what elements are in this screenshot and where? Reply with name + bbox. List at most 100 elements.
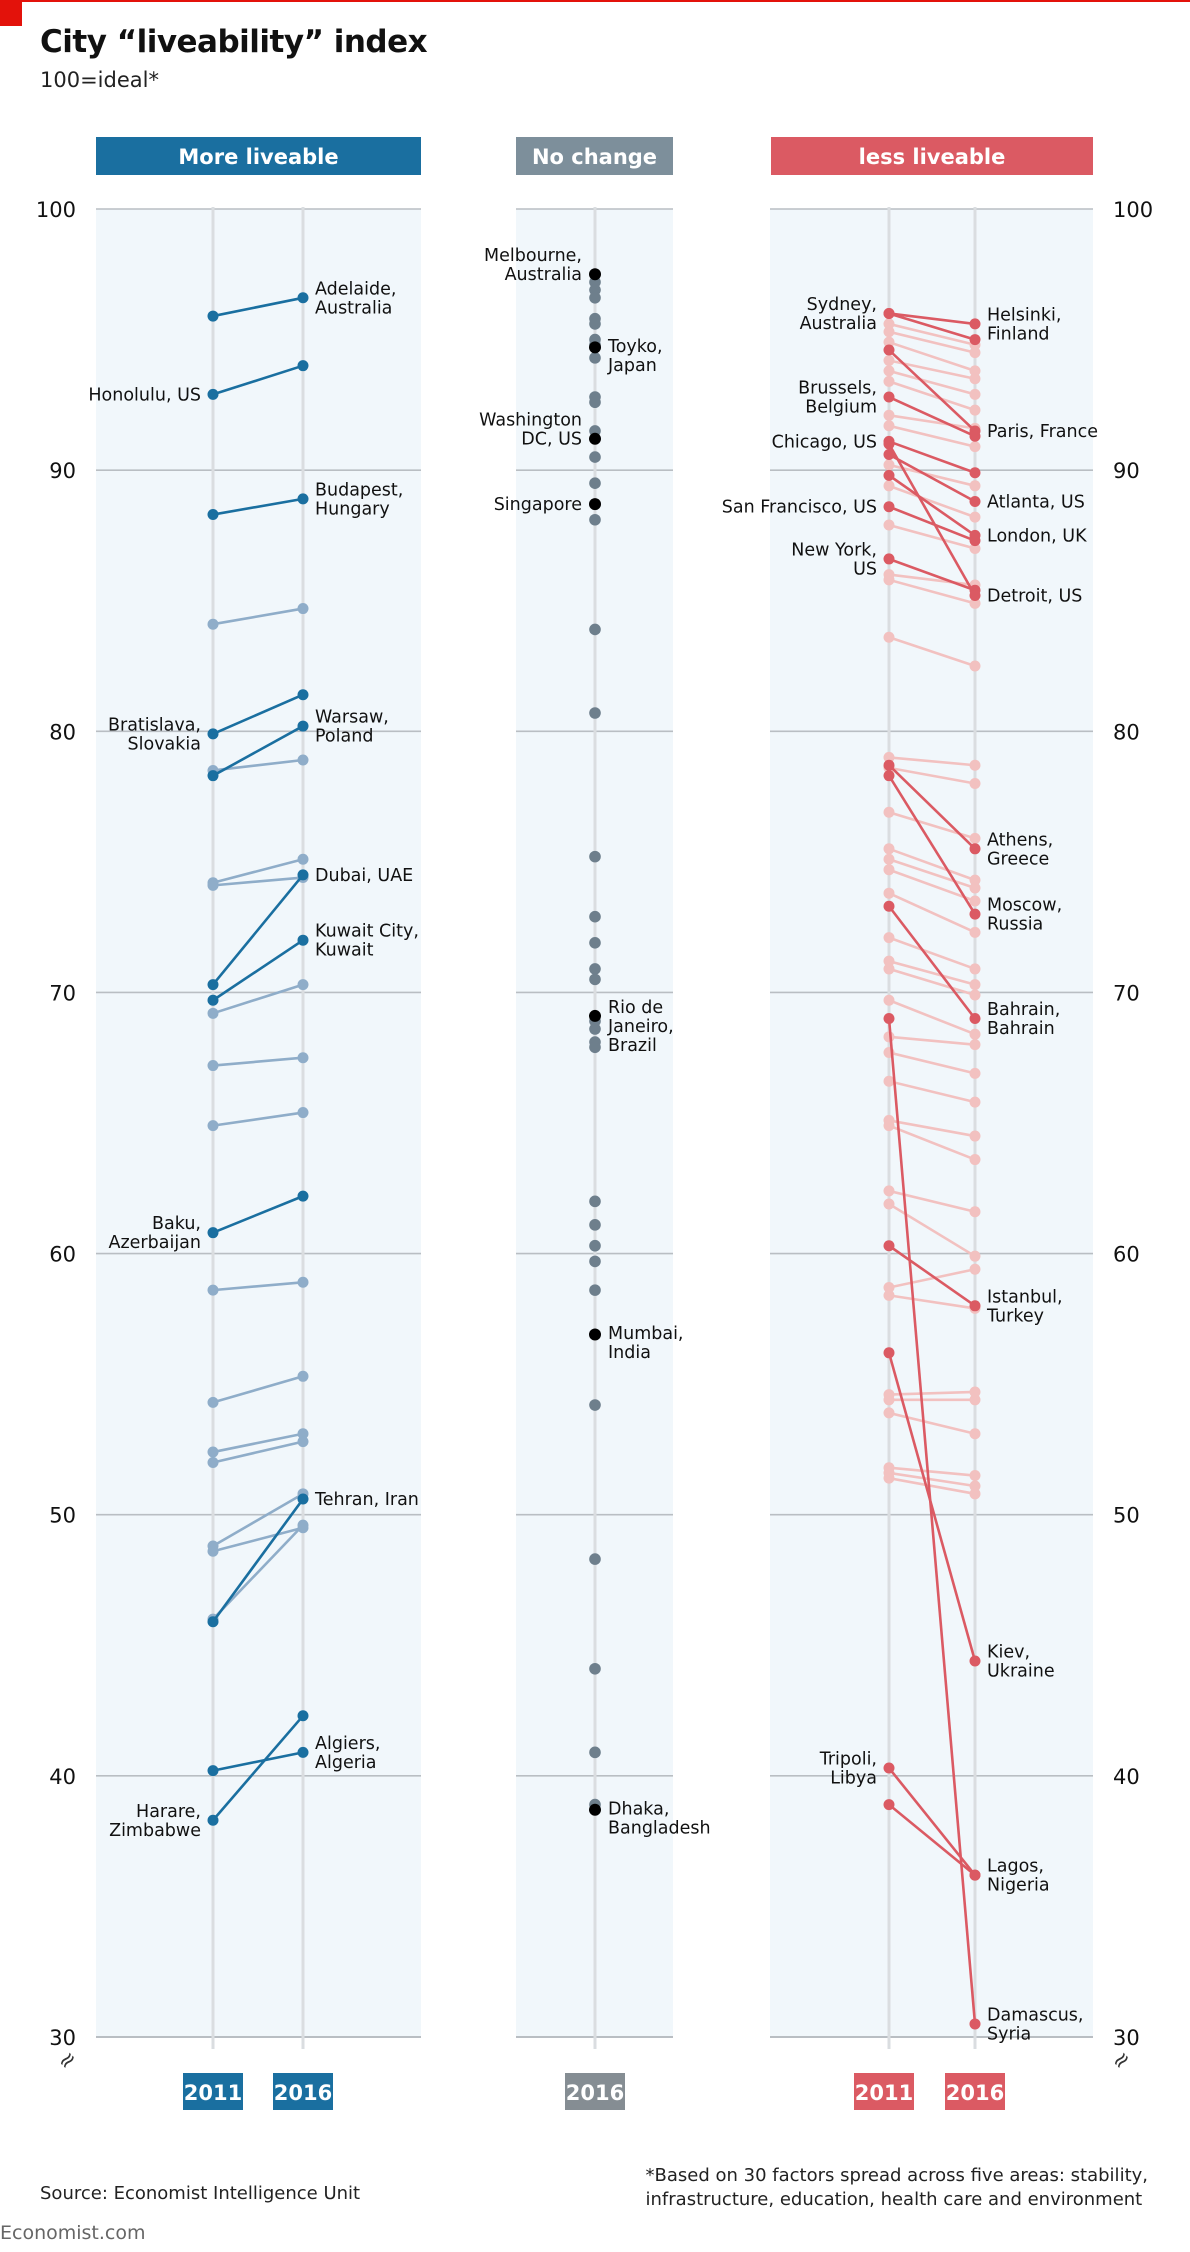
panel3-series-31-line [888, 578, 976, 605]
ytick-right-100: 100 [1113, 198, 1153, 222]
panel3-series-31-point-2016 [969, 597, 981, 609]
panel-header-label-2: No change [532, 145, 657, 169]
panel3-label-18-line-2: Syria [987, 2024, 1031, 2044]
panel3-series-39-point-2016 [969, 926, 981, 938]
panel3-series-20-point-2011 [883, 326, 895, 338]
panel1-series-15-line [212, 1194, 304, 1234]
panel3-series-45-point-2016 [969, 1067, 981, 1079]
panel3-series-14-point-2016 [969, 1300, 981, 1312]
panel3-label-13-line-2: Bahrain [987, 1019, 1055, 1039]
panel3-label-17-line-2: Nigeria [987, 1876, 1050, 1896]
year-2016-less-label: 2016 [946, 2081, 1004, 2105]
panel3-series-8-point-2011 [883, 501, 895, 513]
panel3-series-37-point-2011 [883, 853, 895, 865]
panel3-series-40-point-2016 [969, 963, 981, 975]
panel1-series-15-point-2011 [207, 1227, 219, 1239]
panel1-label-15-line-2: Azerbaijan [109, 1233, 202, 1253]
panel3-series-30-line [888, 573, 976, 587]
nochange-label-7-line-1: Dhaka, [608, 1799, 669, 1819]
panel1-series-10-point-2016 [297, 869, 309, 881]
panel3-series-29-point-2011 [883, 519, 895, 531]
nochange-point-17 [589, 850, 601, 863]
nochange-point-19 [589, 937, 601, 949]
panel1-series-23-line [211, 1498, 305, 1623]
panel1-series-18-point-2011 [207, 1446, 219, 1458]
panel3-series-34-line [888, 766, 976, 785]
panel3-series-3-line [888, 349, 976, 432]
nochange-point-25 [589, 1041, 601, 1054]
nochange-label-1-line-2: Australia [505, 265, 582, 285]
panel3-series-13-line [887, 905, 977, 1020]
ytick-right-60: 60 [1113, 1243, 1140, 1267]
panel3-series-40-point-2011 [883, 932, 895, 944]
panel1-series-6-line [212, 724, 304, 777]
panel3-label-11-line-2: Greece [987, 849, 1049, 869]
panel1-series-19-point-2016 [297, 1436, 309, 1448]
panel1-label-1-line-1: Adelaide, [315, 279, 396, 299]
nochange-point-21 [589, 973, 601, 986]
panel1-series-23-point-2011 [207, 1616, 219, 1628]
panel3-series-23-point-2011 [883, 365, 895, 377]
panel1-series-16-point-2011 [207, 1284, 219, 1296]
panel3-label-11-line-1: Athens, [987, 830, 1053, 850]
panel3-series-43-line [888, 999, 976, 1036]
panel3-series-14-line [888, 1244, 976, 1307]
panel1-series-3-point-2011 [207, 509, 219, 521]
panel3-label-17-line-1: Lagos, [987, 1857, 1044, 1877]
panel3-series-54-point-2011 [883, 1394, 895, 1406]
panel3-series-24-line [888, 380, 976, 412]
panel3-series-46-point-2016 [969, 1096, 981, 1108]
panel3-series-13-point-2016 [969, 1013, 981, 1025]
panel3-series-8-point-2016 [969, 535, 981, 547]
nochange-label-3-line-2: DC, US [521, 429, 582, 449]
panel3-series-35-point-2016 [969, 832, 981, 844]
panel1-series-4-line [212, 607, 304, 626]
panel3-series-37-line [888, 858, 976, 890]
panel3-series-7-line [888, 474, 976, 537]
ytick-left-80: 80 [49, 720, 76, 744]
panel3-series-32-line [888, 636, 976, 668]
panel3-series-15-point-2016 [969, 1655, 981, 1667]
nochange-label-2-line-2: Japan [607, 356, 657, 376]
nochange-point-18 [589, 910, 601, 923]
panel1-series-3-line [212, 497, 304, 516]
panel3-series-31-point-2011 [883, 574, 895, 586]
nochange-point-33 [589, 1662, 601, 1675]
nochange-point-32 [589, 1553, 601, 1565]
nochange-point-30 [589, 1284, 601, 1296]
panel3-series-47-point-2016 [969, 1130, 981, 1142]
panel-header-1 [96, 137, 421, 175]
panel3-series-38-line [888, 868, 976, 903]
panel3-series-47-line [888, 1119, 976, 1138]
panel3-label-13-line-1: Bahrain, [987, 1000, 1060, 1020]
panel3-series-44-line [888, 1035, 976, 1046]
panel3-series-1-line [888, 312, 976, 326]
panel3-label-4-line-2: Belgium [805, 398, 877, 418]
panel3-series-36-point-2011 [883, 843, 895, 855]
panel1-series-19-line [212, 1440, 304, 1464]
panel3-series-17-point-2016 [969, 1869, 981, 1881]
panel1-series-16-line [212, 1281, 304, 1292]
panel1-series-24-point-2011 [207, 1765, 219, 1777]
ytick-left-70: 70 [49, 981, 76, 1005]
panel1-series-12-line [212, 983, 304, 1015]
panel1-label-3-line-2: Hungary [315, 499, 390, 519]
panel3-label-9-line-1: New York, [791, 540, 877, 560]
panel3-series-26-line [888, 424, 976, 448]
panel3-label-4-line-1: Brussels, [798, 379, 877, 399]
year-2016-more-box [273, 2073, 333, 2110]
panel3-series-37-point-2016 [969, 882, 981, 894]
panel3-series-11-line [888, 764, 976, 850]
ytick-right-30: 30 [1113, 2026, 1140, 2050]
panel1-series-2-line [212, 364, 304, 396]
panel-header-label-3: less liveable [859, 145, 1006, 169]
panel3-series-46-line [888, 1079, 976, 1104]
footnote-line-1: *Based on 30 factors spread across five … [645, 2165, 1148, 2186]
panel3-series-6-line [888, 453, 976, 503]
panel3-series-49-point-2016 [969, 1206, 981, 1218]
year-2011-more-box [183, 2073, 243, 2110]
footnote: *Based on 30 factors spread across five … [646, 2164, 1148, 2212]
panel3-series-21-point-2016 [969, 365, 981, 377]
panel3-label-5-line-1: Chicago, US [772, 432, 877, 452]
ytick-left-40: 40 [49, 1765, 76, 1789]
